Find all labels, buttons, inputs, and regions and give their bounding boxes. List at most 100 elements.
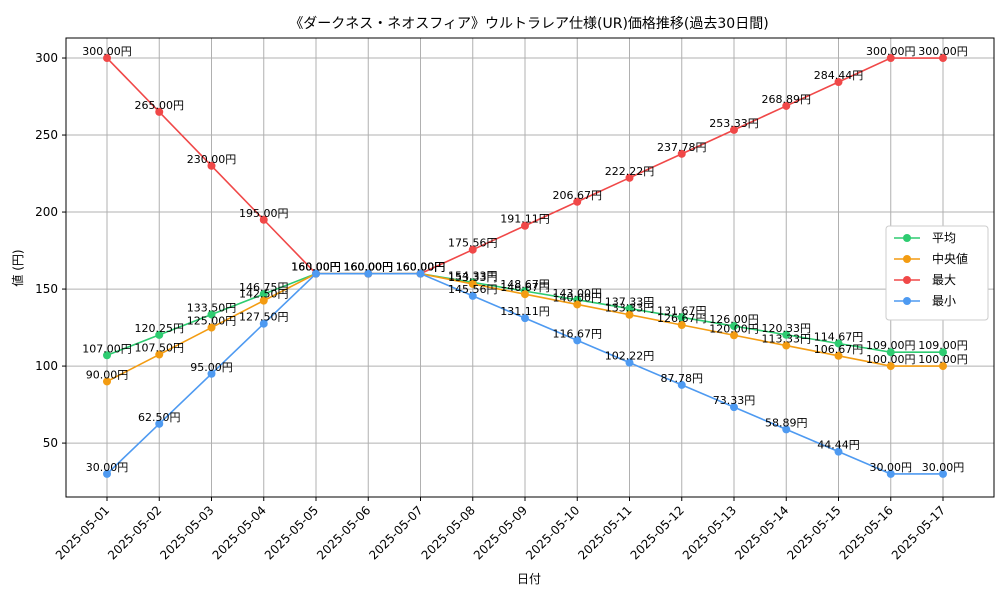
data-point	[207, 369, 216, 378]
data-label: 58.89円	[765, 416, 808, 429]
chart-title: 《ダークネス・ネオスフィア》ウルトラレア仕様(UR)価格推移(過去30日間)	[289, 16, 768, 32]
data-point	[834, 351, 843, 360]
data-point	[468, 245, 477, 254]
data-point	[573, 300, 582, 309]
data-point	[468, 279, 477, 288]
data-label: 73.33円	[713, 394, 756, 407]
data-point	[677, 320, 686, 329]
series-layer	[103, 54, 947, 478]
data-label: 175.56円	[448, 237, 498, 250]
data-point	[939, 362, 947, 371]
data-label: 222.22円	[605, 165, 655, 178]
data-point	[939, 469, 947, 478]
data-point	[207, 161, 216, 170]
data-label: 160.00円	[291, 261, 341, 274]
series-3	[103, 269, 947, 478]
data-label: 195.00円	[239, 207, 289, 220]
legend-label: 最大	[932, 273, 956, 287]
data-point	[521, 221, 529, 230]
data-label: 100.00円	[918, 353, 968, 366]
data-point	[625, 304, 634, 313]
x-tick-label: 2025-05-10	[523, 503, 582, 562]
data-point	[886, 362, 895, 371]
data-point	[834, 447, 843, 456]
data-label: 160.00円	[344, 261, 394, 274]
legend-label: 平均	[932, 231, 956, 245]
y-axis-label: 値 (円)	[10, 249, 25, 286]
data-label: 131.11円	[500, 305, 550, 318]
data-point	[730, 322, 738, 331]
data-label: 154.33円	[448, 269, 498, 282]
data-point	[677, 380, 686, 389]
x-tick-label: 2025-05-08	[419, 503, 478, 562]
data-label: 120.33円	[762, 322, 812, 335]
data-point	[312, 269, 320, 278]
data-point	[730, 331, 738, 340]
data-point	[259, 215, 268, 224]
y-tick-label: 250	[35, 128, 58, 142]
data-point	[103, 54, 111, 63]
data-point	[782, 101, 791, 110]
data-label: 113.33円	[762, 333, 812, 346]
legend-marker	[903, 255, 911, 263]
x-tick-label: 2025-05-09	[471, 503, 530, 562]
data-label: 126.67円	[657, 312, 707, 325]
x-tick-label: 2025-05-05	[262, 503, 321, 562]
data-label: 62.50円	[138, 411, 181, 424]
data-point	[103, 351, 111, 360]
data-label: 44.44円	[817, 439, 860, 452]
data-label: 191.11円	[500, 213, 550, 226]
grid	[66, 38, 994, 497]
data-point	[625, 358, 634, 367]
data-label: 300.00円	[918, 45, 968, 58]
x-tick-label: 2025-05-14	[732, 503, 791, 562]
data-point	[155, 330, 164, 339]
data-label: 133.33円	[605, 302, 655, 315]
data-point	[625, 173, 634, 182]
data-label: 107.00円	[82, 342, 132, 355]
plot-frame	[65, 37, 995, 498]
data-point	[834, 77, 843, 86]
data-label: 127.50円	[239, 311, 289, 324]
data-label: 142.50円	[239, 288, 289, 301]
data-point	[155, 419, 164, 428]
data-label: 120.25円	[135, 322, 185, 335]
data-point	[468, 291, 477, 300]
data-label: 90.00円	[86, 368, 129, 381]
legend-marker	[903, 297, 911, 305]
legend-marker	[903, 234, 911, 242]
data-label: 106.67円	[814, 343, 864, 356]
data-point	[259, 296, 268, 305]
data-label: 95.00円	[190, 361, 233, 374]
data-label: 300.00円	[866, 45, 916, 58]
data-point	[782, 330, 791, 339]
data-label: 109.00円	[918, 339, 968, 352]
data-label: 160.00円	[291, 261, 341, 274]
legend-box	[885, 225, 989, 321]
data-label: 114.67円	[814, 330, 864, 343]
data-label: 160.00円	[344, 261, 394, 274]
data-point	[573, 336, 582, 345]
data-point	[834, 339, 843, 348]
x-tick-label: 2025-05-02	[105, 503, 164, 562]
data-label: 133.50円	[187, 301, 237, 314]
y-tick-label: 50	[43, 436, 58, 450]
data-label: 160.00円	[291, 261, 341, 274]
x-tick-label: 2025-05-07	[366, 503, 425, 562]
data-label: 126.00円	[709, 313, 759, 326]
x-tick-label: 2025-05-13	[680, 503, 739, 562]
y-axis: 50 100 150 200 250 300	[35, 51, 66, 450]
data-label: 153.33円	[448, 271, 498, 284]
data-label: 125.00円	[187, 315, 237, 328]
x-tick-label: 2025-05-17	[889, 503, 948, 562]
data-point	[207, 323, 216, 332]
data-label: 230.00円	[187, 153, 237, 166]
data-point	[103, 377, 111, 386]
data-label: 30.00円	[870, 461, 913, 474]
data-label: 148.67円	[500, 278, 550, 291]
data-label: 30.00円	[922, 461, 965, 474]
data-label: 102.22円	[605, 350, 655, 363]
